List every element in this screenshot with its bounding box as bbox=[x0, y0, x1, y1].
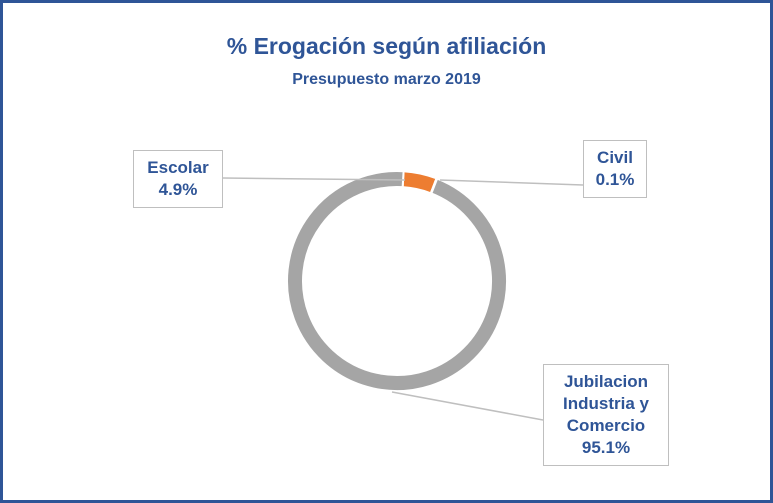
chart-title: % Erogación según afiliación bbox=[226, 33, 547, 59]
chart-subtitle: Presupuesto marzo 2019 bbox=[292, 71, 481, 88]
label-category: Escolar bbox=[147, 158, 209, 177]
label-value: 95.1% bbox=[581, 438, 631, 457]
donut-segment bbox=[286, 170, 508, 392]
data-label: Jubilacion Industria y Comercio 95.1% bbox=[543, 364, 669, 466]
label-value: 0.1% bbox=[595, 170, 635, 189]
label-value: 4.9% bbox=[158, 180, 198, 199]
data-label: Civil 0.1% bbox=[583, 140, 647, 198]
label-category: Jubilacion Industria y Comercio bbox=[563, 372, 649, 435]
chart-svg bbox=[222, 170, 584, 421]
leader-line bbox=[391, 391, 544, 421]
data-label: Escolar 4.9% bbox=[133, 150, 223, 208]
leader-line bbox=[222, 177, 406, 181]
label-category: Civil bbox=[597, 148, 633, 167]
leader-line bbox=[439, 179, 584, 186]
